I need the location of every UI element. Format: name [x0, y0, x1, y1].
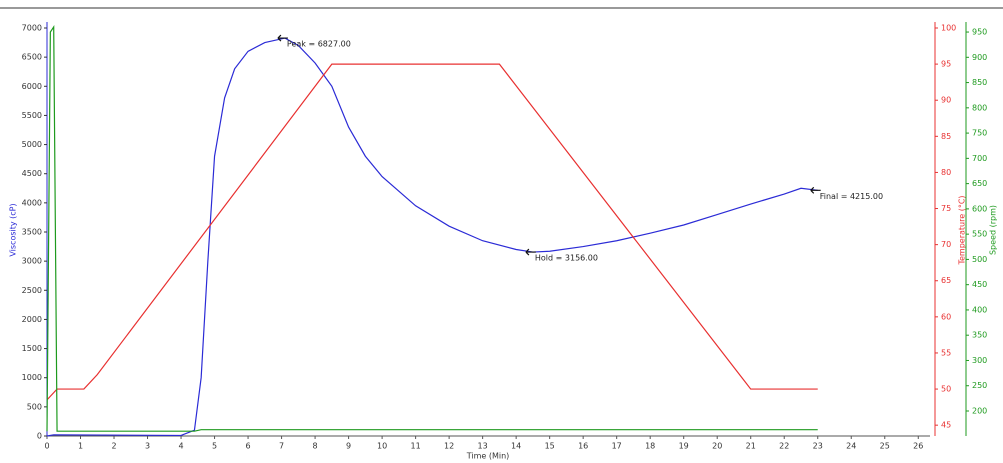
- x-tick-label: 23: [813, 442, 823, 451]
- x-axis-title: Time (Min): [466, 452, 510, 461]
- y2-tick-label: 85: [941, 132, 951, 141]
- x-tick-label: 26: [913, 442, 923, 451]
- y3-tick-label: 900: [972, 53, 987, 62]
- x-tick-label: 12: [444, 442, 454, 451]
- annotation-label: Peak = 6827.00: [287, 40, 351, 49]
- y-tick-label: 3500: [22, 228, 42, 237]
- y-tick-label: 4000: [22, 198, 42, 207]
- y2-tick-label: 50: [941, 385, 951, 394]
- y3-tick-label: 950: [972, 28, 987, 37]
- y-tick-label: 3000: [22, 257, 42, 266]
- x-tick-label: 24: [846, 442, 856, 451]
- x-tick-label: 13: [478, 442, 488, 451]
- y3-tick-label: 600: [972, 204, 987, 213]
- y2-tick-label: 65: [941, 276, 951, 285]
- y3-tick-label: 700: [972, 154, 987, 163]
- y3-tick-label: 650: [972, 179, 987, 188]
- y3-tick-label: 200: [972, 406, 987, 415]
- x-tick-label: 6: [246, 442, 251, 451]
- y2-tick-label: 80: [941, 168, 951, 177]
- chart: Time (Min) Viscosity (cP) Temperature (°…: [0, 0, 1003, 463]
- x-tick-label: 7: [279, 442, 284, 451]
- x-tick-label: 21: [746, 442, 756, 451]
- y2-tick-label: 60: [941, 312, 951, 321]
- x-tick-label: 9: [346, 442, 351, 451]
- y3-tick-label: 750: [972, 129, 987, 138]
- y-tick-label: 7000: [22, 24, 42, 33]
- x-tick-label: 1: [78, 442, 83, 451]
- y3-tick-label: 250: [972, 381, 987, 390]
- y3-tick-label: 300: [972, 356, 987, 365]
- y2-tick-label: 90: [941, 96, 951, 105]
- y-tick-label: 4500: [22, 169, 42, 178]
- y-axis-title: Viscosity (cP): [9, 203, 18, 256]
- y3-axis-title: Speed (rpm): [989, 205, 998, 255]
- x-tick-label: 5: [212, 442, 217, 451]
- x-tick-label: 25: [880, 442, 890, 451]
- y-tick-label: 5000: [22, 140, 42, 149]
- y3-tick-label: 550: [972, 230, 987, 239]
- y3-tick-label: 350: [972, 331, 987, 340]
- x-tick-label: 22: [779, 442, 789, 451]
- annotation-label: Final = 4215.00: [820, 192, 883, 201]
- y-tick-label: 2500: [22, 286, 42, 295]
- x-tick-label: 15: [545, 442, 555, 451]
- x-tick-label: 3: [145, 442, 150, 451]
- x-tick-label: 20: [712, 442, 722, 451]
- y-tick-label: 6500: [22, 53, 42, 62]
- x-tick-label: 8: [313, 442, 318, 451]
- x-tick-label: 18: [645, 442, 655, 451]
- y2-tick-label: 75: [941, 204, 951, 213]
- y-tick-label: 5500: [22, 111, 42, 120]
- y-tick-label: 6000: [22, 82, 42, 91]
- y2-tick-label: 55: [941, 348, 951, 357]
- y2-axis-title: Temperature (°C): [958, 195, 967, 265]
- x-tick-label: 10: [377, 442, 387, 451]
- y3-tick-label: 500: [972, 255, 987, 264]
- x-tick-label: 11: [411, 442, 421, 451]
- plot-area: [47, 22, 930, 436]
- y3-tick-label: 450: [972, 280, 987, 289]
- x-tick-label: 17: [612, 442, 622, 451]
- x-tick-label: 0: [44, 442, 49, 451]
- x-tick-label: 19: [679, 442, 689, 451]
- y-tick-label: 1000: [22, 373, 42, 382]
- y-tick-label: 500: [27, 402, 42, 411]
- y-tick-label: 2000: [22, 315, 42, 324]
- y3-tick-label: 850: [972, 78, 987, 87]
- y-tick-label: 1500: [22, 344, 42, 353]
- x-tick-label: 14: [511, 442, 521, 451]
- x-tick-label: 16: [578, 442, 588, 451]
- y3-tick-label: 800: [972, 103, 987, 112]
- annotation-label: Hold = 3156.00: [535, 254, 598, 263]
- y2-tick-label: 70: [941, 240, 951, 249]
- y3-tick-label: 400: [972, 305, 987, 314]
- x-tick-label: 2: [111, 442, 116, 451]
- y2-tick-label: 45: [941, 421, 951, 430]
- y2-tick-label: 100: [941, 24, 956, 33]
- y-tick-label: 0: [37, 432, 42, 441]
- y2-tick-label: 95: [941, 60, 951, 69]
- x-tick-label: 4: [178, 442, 183, 451]
